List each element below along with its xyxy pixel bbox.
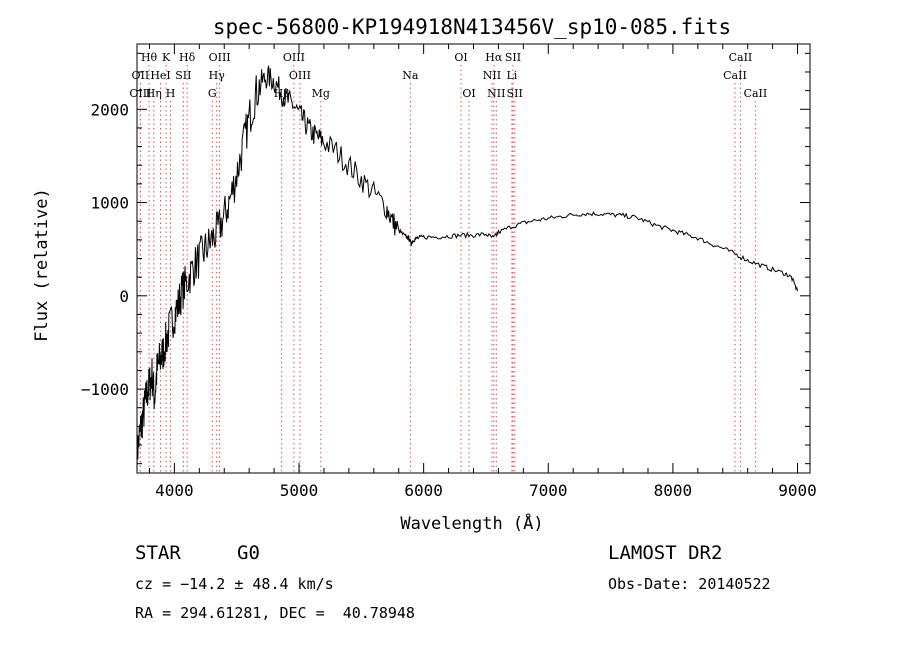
x-tick-label: 6000 bbox=[404, 481, 443, 500]
spectral-line-label: H bbox=[166, 87, 176, 100]
spectrum-line bbox=[136, 65, 798, 474]
y-tick-label: 0 bbox=[119, 287, 129, 306]
object-class: STAR bbox=[135, 542, 181, 564]
chart-title: spec-56800-KP194918N413456V_sp10-085.fit… bbox=[213, 15, 731, 39]
x-tick-label: 5000 bbox=[280, 481, 319, 500]
spectral-line-label: Na bbox=[402, 69, 419, 82]
spectral-line-label: Mg bbox=[312, 87, 330, 100]
spectral-line-label: NII bbox=[483, 69, 501, 82]
spectral-line-label: OI bbox=[462, 87, 475, 100]
y-axis-label: Flux (relative) bbox=[32, 188, 52, 342]
spectral-line-label: Hη bbox=[146, 87, 162, 100]
spectral-line-label: OII bbox=[132, 69, 150, 82]
spectral-line-label: Hδ bbox=[179, 51, 196, 64]
spectral-line-label: CaII bbox=[744, 87, 768, 100]
redshift-cz: cz = −14.2 ± 48.4 km/s bbox=[135, 575, 334, 593]
survey-name: LAMOST DR2 bbox=[608, 542, 723, 564]
spectrum-series bbox=[136, 65, 798, 474]
x-tick-label: 8000 bbox=[654, 481, 693, 500]
ra-dec: RA = 294.61281, DEC = 40.78948 bbox=[135, 604, 415, 622]
spectral-line-label: CaII bbox=[723, 69, 747, 82]
x-tick-label: 9000 bbox=[778, 481, 817, 500]
y-tick-label: 1000 bbox=[90, 194, 129, 213]
spectral-line-label: Hθ bbox=[141, 51, 158, 64]
object-subclass: G0 bbox=[237, 542, 260, 564]
spectral-line-label: Hγ bbox=[209, 69, 226, 82]
x-axis-label: Wavelength (Å) bbox=[400, 512, 543, 534]
x-tick-label: 7000 bbox=[529, 481, 568, 500]
spectral-line-label: OIII bbox=[283, 51, 305, 64]
spectral-line-label: OIII bbox=[209, 51, 231, 64]
plot-frame bbox=[136, 43, 811, 474]
spectral-line-label: CaII bbox=[729, 51, 753, 64]
x-axis: 4000 5000 6000 7000 8000 9000 bbox=[148, 44, 817, 500]
y-axis: −1000 0 1000 2000 bbox=[81, 52, 810, 465]
spectral-line-label: Li bbox=[506, 69, 517, 82]
spectral-line-label: Hα bbox=[485, 51, 503, 64]
spectral-line-label: K bbox=[162, 51, 171, 64]
x-tick-label: 4000 bbox=[155, 481, 194, 500]
spectral-line-label: OIII bbox=[129, 87, 151, 100]
spectral-line-label: HeI bbox=[150, 69, 170, 82]
observation-date: Obs-Date: 20140522 bbox=[608, 575, 771, 593]
spectral-line-label: G bbox=[208, 87, 217, 100]
spectral-line-label: SII bbox=[175, 69, 191, 82]
spectral-line-label: SII bbox=[505, 51, 521, 64]
spectral-line-label: OIII bbox=[289, 69, 311, 82]
spectral-line-label: NII bbox=[487, 87, 505, 100]
spectral-line-label: OI bbox=[454, 51, 467, 64]
y-tick-label: −1000 bbox=[81, 380, 129, 399]
y-tick-label: 2000 bbox=[90, 100, 129, 119]
spectral-line-label: SII bbox=[507, 87, 523, 100]
